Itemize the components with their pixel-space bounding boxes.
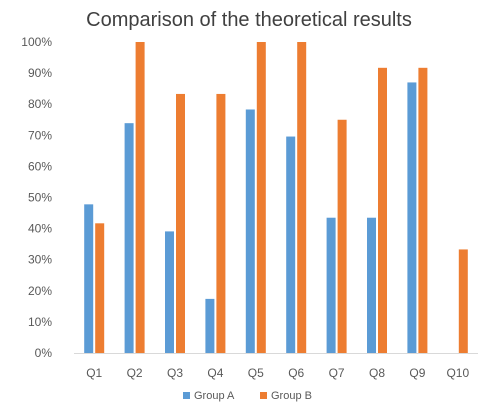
x-tick-label: Q1 [86, 366, 102, 380]
y-tick-label: 70% [28, 128, 52, 142]
bar-group-b-q5 [256, 42, 266, 353]
chart-title: Comparison of the theoretical results [86, 9, 412, 31]
bar-group-a-q5 [245, 109, 255, 353]
bar-group-b-q4 [216, 93, 226, 353]
x-tick-label: Q4 [207, 366, 223, 380]
legend: Group A Group B [183, 390, 312, 402]
y-tick-label: 100% [21, 35, 52, 49]
legend-label: Group A [194, 390, 235, 402]
bars [84, 42, 468, 354]
bar-group-a-q8 [367, 217, 376, 353]
y-tick-label: 40% [28, 222, 52, 236]
bar-group-b-q7 [337, 119, 347, 353]
x-tick-label: Q3 [167, 366, 183, 380]
y-tick-label: 80% [28, 97, 52, 111]
bar-group-b-q2 [135, 42, 145, 353]
bar-group-b-q3 [176, 93, 185, 353]
bar-group-b-q8 [378, 67, 387, 354]
bar-group-a-q2 [124, 123, 134, 354]
y-tick-label: 60% [28, 159, 52, 173]
y-axis-ticks: 0% 10% 20% 30% 40% 50% 60% 70% 80% 90% 100% [21, 35, 52, 360]
y-tick-label: 30% [28, 253, 52, 267]
bar-group-b-q10 [458, 249, 468, 353]
y-tick-label: 50% [28, 191, 52, 205]
x-tick-label: Q5 [248, 366, 264, 380]
x-tick-label: Q7 [329, 366, 345, 380]
bar-group-a-q9 [407, 82, 417, 354]
bar-group-a-q6 [286, 136, 296, 353]
x-tick-label: Q8 [369, 366, 385, 380]
legend-label: Group B [271, 390, 312, 402]
bar-group-b-q9 [418, 67, 428, 354]
y-tick-label: 20% [28, 284, 52, 298]
y-tick-label: 10% [28, 315, 52, 329]
bar-group-a-q1 [84, 204, 94, 353]
x-tick-label: Q2 [127, 366, 143, 380]
legend-swatch-group-b [260, 392, 267, 399]
x-tick-label: Q6 [288, 366, 304, 380]
y-tick-label: 90% [28, 66, 52, 80]
bar-group-b-q6 [297, 42, 307, 353]
legend-swatch-group-a [183, 392, 190, 399]
y-tick-label: 0% [35, 346, 53, 360]
bar-group-a-q3 [165, 231, 174, 353]
x-tick-label: Q9 [409, 366, 425, 380]
x-tick-label: Q10 [446, 366, 469, 380]
bar-group-a-q4 [205, 298, 215, 353]
x-axis-ticks: Q1 Q2 Q3 Q4 Q5 Q6 Q7 Q8 Q9 Q10 [86, 366, 469, 380]
bar-group-a-q7 [326, 217, 336, 353]
bar-group-b-q1 [95, 223, 105, 353]
